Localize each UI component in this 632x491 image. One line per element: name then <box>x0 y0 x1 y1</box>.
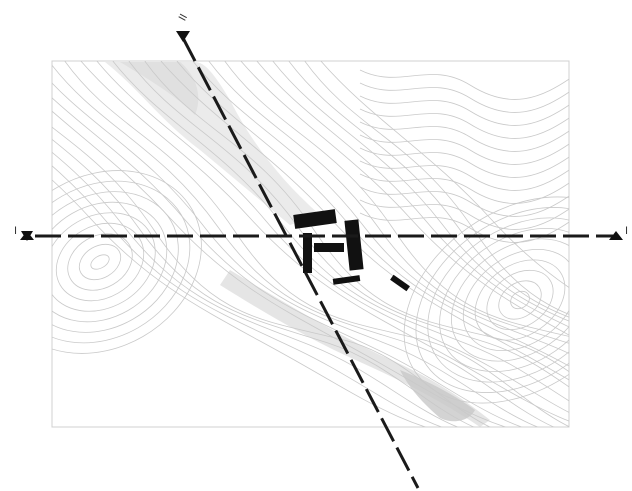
contour-line <box>256 61 569 328</box>
contour-ring <box>474 259 566 341</box>
contour-line <box>52 97 523 427</box>
contour-ring <box>67 233 133 291</box>
contour-ring <box>52 212 156 312</box>
contour-line <box>359 173 569 204</box>
contour-line <box>359 95 569 126</box>
contour-line <box>52 110 507 427</box>
buildings <box>293 209 410 292</box>
courtyard-wing-left <box>303 233 312 273</box>
contour-ring <box>498 280 542 320</box>
contour-ring <box>415 207 569 393</box>
contour-line <box>320 61 569 288</box>
contour-line <box>304 61 569 315</box>
courtyard-wing-middle <box>314 243 344 252</box>
contour-line <box>144 61 569 373</box>
contour-line <box>64 61 569 427</box>
contour-ring <box>427 217 569 383</box>
section-a-label-right: I <box>625 225 628 237</box>
south-bar <box>332 275 361 285</box>
contour-line <box>128 61 569 388</box>
contour-line <box>52 126 491 427</box>
contour-line <box>160 61 569 381</box>
contour-ring <box>90 254 110 270</box>
contour-line <box>272 61 569 322</box>
section-line-b: II <box>176 12 420 489</box>
contour-line <box>52 138 475 427</box>
contour-line <box>192 61 569 354</box>
contour-line <box>96 61 569 413</box>
contour-line <box>52 151 459 427</box>
courtyard-wing-right <box>344 219 364 271</box>
section-marker-right-icon <box>609 231 623 240</box>
contour-line <box>359 82 569 113</box>
contour-line <box>208 61 569 344</box>
contour-line <box>52 165 443 427</box>
section-marker-top-icon <box>176 31 190 42</box>
contour-line <box>359 121 569 152</box>
contour-ring <box>451 238 569 362</box>
contour-line <box>359 134 569 165</box>
contour-line <box>112 61 569 402</box>
outbuilding <box>390 274 410 292</box>
contour-ring <box>52 180 191 344</box>
contour-line <box>359 186 569 217</box>
contour-line <box>224 61 569 337</box>
contour-line <box>240 61 569 336</box>
contour-ring <box>462 248 569 352</box>
contour-line <box>359 199 569 230</box>
contour-ring <box>510 290 530 310</box>
contour-ring <box>52 170 202 354</box>
contour-ring <box>486 269 554 331</box>
contour-ring <box>439 227 569 373</box>
contour-line <box>359 147 569 178</box>
section-b-label: II <box>177 12 190 23</box>
section-line-a: I I <box>14 225 628 241</box>
contour-line <box>359 108 569 139</box>
contour-ring <box>78 243 122 281</box>
contour-line <box>359 160 569 191</box>
contour-ring <box>52 191 179 333</box>
contour-line <box>288 61 569 318</box>
contour-lines <box>52 61 569 427</box>
contour-line <box>359 69 569 100</box>
contour-ring <box>55 222 145 302</box>
contour-line <box>80 61 569 422</box>
contour-ring <box>52 201 168 323</box>
section-a-label-left: I <box>14 225 17 237</box>
main-block <box>293 209 337 229</box>
